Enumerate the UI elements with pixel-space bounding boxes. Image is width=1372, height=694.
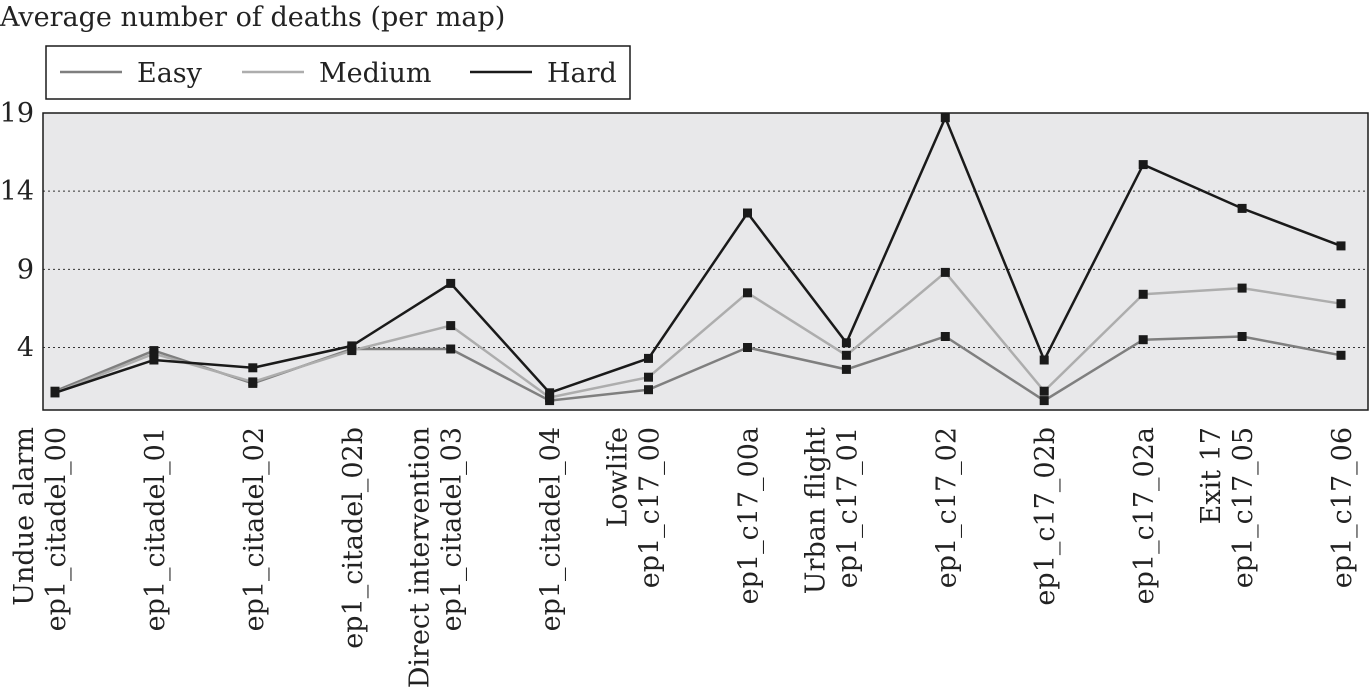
legend-label-medium: Medium (319, 58, 432, 89)
data-point-medium (1237, 283, 1247, 293)
data-point-hard (743, 208, 752, 218)
x-tick-label: ep1_citadel_01 (140, 427, 171, 631)
y-tick-label: 4 (17, 332, 34, 363)
x-tick-label: ep1_citadel_03 (437, 427, 468, 631)
data-point-hard (446, 278, 456, 288)
data-point-easy (446, 344, 456, 354)
x-tick-label: ep1_citadel_02b (338, 427, 369, 649)
data-point-medium (446, 321, 456, 331)
x-tick-label: ep1_c17_06 (1327, 427, 1358, 588)
y-tick-label: 14 (0, 176, 34, 207)
x-tick-label: ep1_c17_05 (1228, 427, 1259, 588)
x-tick-label: ep1_c17_00a (734, 427, 765, 604)
data-point-medium (347, 346, 357, 356)
data-point-easy (1039, 396, 1049, 406)
data-point-medium (1138, 289, 1148, 299)
x-tick-label: ep1_c17_02 (931, 427, 962, 588)
data-point-hard (1336, 241, 1346, 251)
x-tick-label: ep1_c17_01 (832, 427, 863, 588)
data-point-easy (1138, 335, 1148, 345)
chapter-label: Exit 17 (1196, 427, 1227, 524)
data-point-hard (940, 113, 950, 123)
data-point-easy (644, 385, 653, 395)
chapter-label: Urban flight (800, 427, 831, 594)
data-point-hard (841, 338, 851, 348)
chapter-label: Undue alarm (9, 427, 40, 606)
data-point-medium (940, 267, 950, 277)
data-point-medium (644, 372, 653, 382)
data-point-hard (644, 353, 653, 363)
data-point-medium (149, 349, 159, 359)
data-point-hard (248, 363, 258, 373)
x-tick-label: ep1_citadel_04 (536, 427, 567, 631)
data-point-easy (1336, 350, 1346, 360)
data-point-hard (149, 355, 159, 365)
gridlines (43, 190, 1368, 348)
data-point-medium (743, 288, 752, 298)
data-point-medium (1336, 299, 1346, 309)
legend-label-easy: Easy (137, 58, 203, 89)
data-point-medium (545, 393, 555, 402)
y-axis-ticks: 4 9 14 19 (0, 98, 34, 363)
x-tick-label: ep1_c17_02b (1030, 427, 1061, 606)
y-tick-label: 9 (17, 254, 34, 285)
data-point-medium (248, 377, 258, 387)
series-line-hard (54, 114, 1342, 395)
chapter-label: Lowlife (603, 427, 634, 528)
series-group (50, 113, 1346, 406)
x-tick-label: ep1_c17_00 (635, 427, 666, 588)
data-point-easy (743, 343, 752, 352)
x-tick-label: ep1_c17_02a (1129, 427, 1160, 604)
data-point-hard (1039, 355, 1049, 365)
data-point-medium (1039, 386, 1049, 396)
chapter-label: Direct intervention (405, 427, 436, 688)
y-tick-label: 19 (0, 98, 34, 129)
legend-label-hard: Hard (547, 58, 617, 89)
legend: Easy Medium Hard (45, 45, 631, 100)
x-tick-label: ep1_citadel_02 (239, 427, 270, 631)
data-point-hard (50, 388, 60, 398)
y-axis-title: Average number of deaths (per map) (0, 2, 505, 33)
data-point-hard (1138, 160, 1148, 170)
series-hard (50, 113, 1346, 398)
plot-border (42, 112, 1369, 411)
data-point-hard (545, 388, 555, 398)
data-point-easy (841, 364, 851, 374)
data-point-hard (347, 341, 357, 351)
data-point-medium (841, 350, 851, 360)
series-line-medium (54, 270, 1342, 399)
data-point-hard (1237, 203, 1247, 213)
legend-box (45, 45, 631, 100)
x-tick-label: ep1_citadel_00 (41, 427, 72, 631)
data-point-easy (940, 332, 950, 341)
data-point-easy (1237, 332, 1247, 341)
